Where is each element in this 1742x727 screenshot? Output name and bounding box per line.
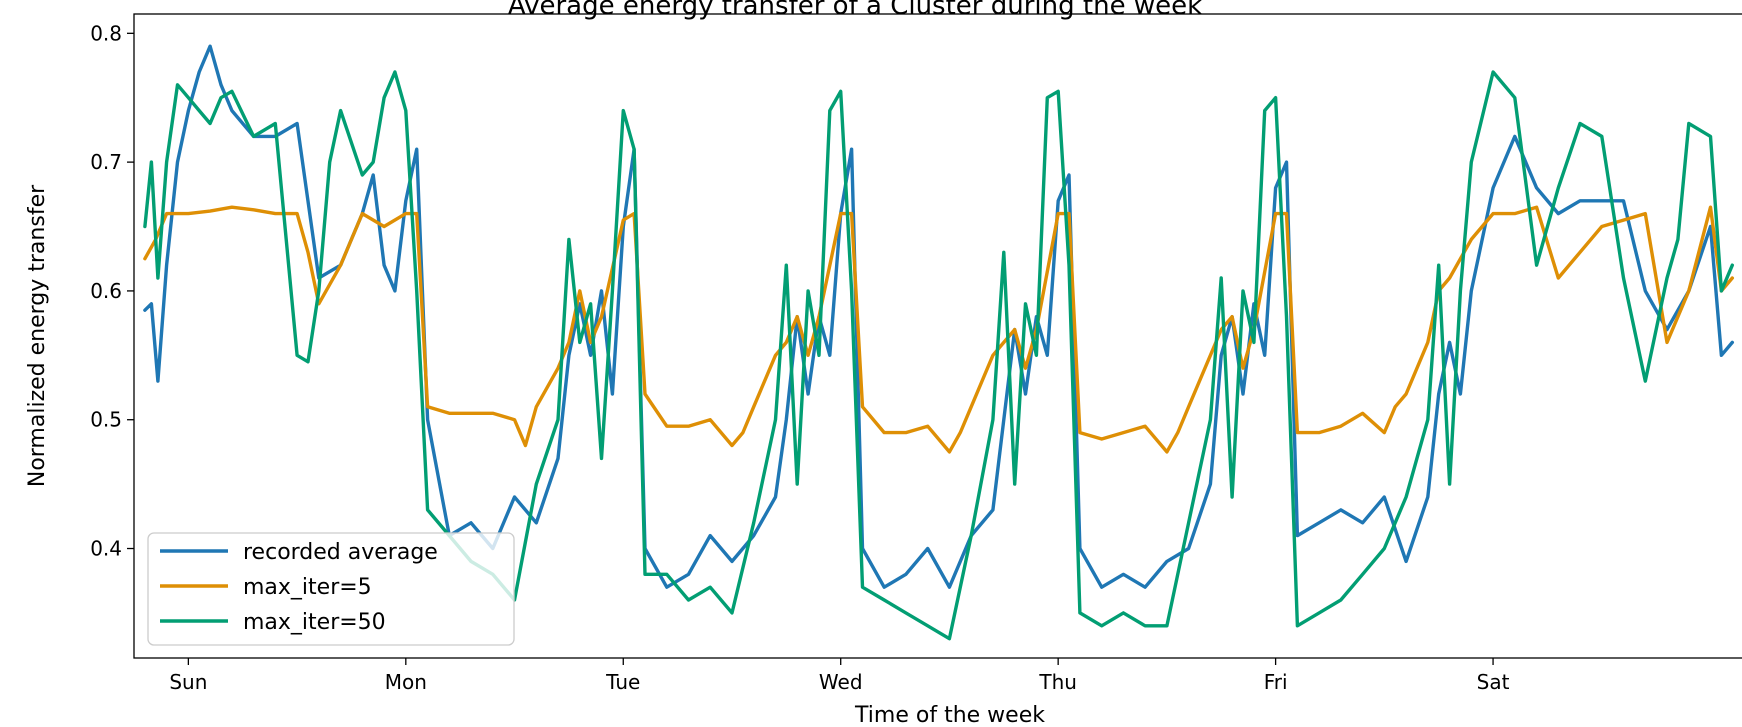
legend-label: recorded average	[243, 540, 438, 565]
x-tick-label: Mon	[385, 670, 427, 694]
legend: recorded average max_iter=5 max_iter=50	[147, 532, 515, 646]
y-tick-label: 0.6	[90, 279, 122, 303]
x-axis: Sun Mon Tue Wed Thu Fri Sat	[169, 658, 1510, 694]
series-line-1	[143, 44, 1735, 589]
legend-label: max_iter=5	[243, 575, 372, 600]
legend-label: max_iter=50	[243, 610, 386, 635]
plot-frame	[133, 13, 1742, 659]
y-tick-label: 0.7	[90, 150, 122, 174]
y-tick-label: 0.5	[90, 408, 122, 432]
y-axis: 0.4 0.5 0.6 0.7 0.8	[90, 21, 134, 561]
x-tick-label: Thu	[1038, 670, 1077, 694]
x-tick-label: Fri	[1264, 670, 1288, 694]
x-tick-label: Tue	[605, 670, 640, 694]
y-tick-label: 0.4	[90, 537, 122, 561]
series-line-3	[143, 70, 1735, 641]
x-tick-label: Sat	[1477, 670, 1510, 694]
x-tick-label: Wed	[819, 670, 863, 694]
x-axis-label: Time of the week	[854, 703, 1045, 727]
series-layer	[143, 44, 1735, 641]
x-tick-label: Sun	[169, 670, 207, 694]
legend-box	[147, 532, 515, 646]
y-tick-label: 0.8	[90, 21, 122, 45]
y-axis-label: Normalized energy transfer	[25, 184, 50, 487]
chart-title: Average energy transfer of a Cluster dur…	[508, 0, 1202, 21]
series-line-2	[143, 205, 1735, 454]
